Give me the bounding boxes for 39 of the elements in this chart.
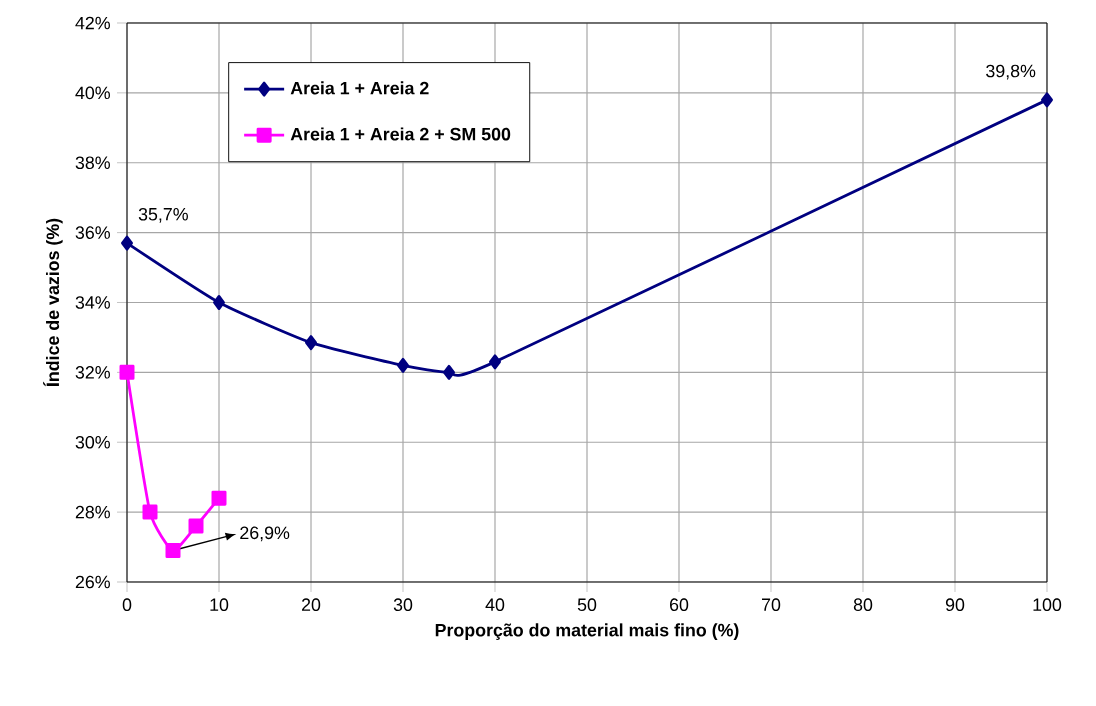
point [213,294,225,310]
point [211,490,227,506]
y-tick-label: 30% [75,435,110,449]
x-tick-label: 10 [210,598,229,612]
x-tick-label: 30 [393,598,413,612]
y-tick-label: 38% [75,156,110,170]
y-tick-label: 34% [75,296,110,309]
y-tick-label: 32% [75,366,110,379]
x-tick-label: 20 [301,598,321,612]
point [443,364,455,380]
y-tick-label: 42% [75,16,110,30]
point [121,235,133,251]
annotation: 39,8% [986,64,1036,80]
y-tick-label: 28% [75,505,110,519]
y-axis-title: Índice de vazios (%) [43,218,63,387]
point [305,335,317,351]
x-tick-label: 50 [577,598,597,612]
point [489,354,501,370]
y-tick-label: 40% [75,86,110,100]
annotation: 26,9% [240,526,290,542]
legend-label: Areia 1 + Areia 2 [290,81,429,95]
point [119,364,135,380]
legend-label: Areia 1 + Areia 2 + SM 500 [290,127,511,141]
x-tick-label: 80 [853,598,873,612]
annotation: 35,7% [138,207,188,223]
x-tick-label: 60 [670,598,689,612]
point [142,504,158,520]
x-axis-title: Proporção do material mais fino (%) [435,623,739,640]
point [397,357,409,373]
y-tick-label: 26% [75,575,110,589]
x-tick-label: 40 [485,598,505,612]
y-tick-label: 36% [75,226,110,239]
x-tick-label: 70 [762,598,781,612]
point [1041,92,1053,108]
point [188,518,204,534]
x-tick-label: 90 [945,598,965,612]
x-tick-label: 100 [1033,598,1062,612]
point [165,543,181,559]
x-tick-label: 0 [122,598,132,612]
